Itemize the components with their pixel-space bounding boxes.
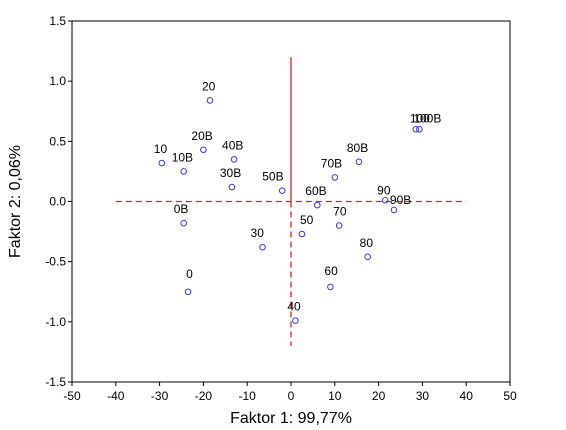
- x-axis-title: Faktor 1: 99,77%: [230, 410, 352, 427]
- x-tick-label: 30: [416, 389, 430, 403]
- data-point: [292, 317, 299, 324]
- point-label: 100B: [413, 111, 441, 125]
- point-label: 60B: [305, 184, 326, 198]
- data-point: [158, 159, 166, 167]
- data-point: [331, 174, 339, 181]
- data-point: [206, 97, 214, 104]
- point-label: 40: [287, 300, 301, 314]
- point-label: 90B: [390, 193, 411, 207]
- data-point: [298, 230, 306, 238]
- data-point: [184, 288, 192, 296]
- x-tick-label: 40: [460, 389, 474, 403]
- point-label: 40B: [222, 138, 243, 152]
- point-label: 10B: [172, 150, 193, 164]
- y-tick-label: 1.0: [49, 74, 66, 88]
- point-label: 30: [251, 226, 265, 240]
- y-axis-title: Faktor 2: 0,06%: [7, 145, 24, 258]
- point-label: 60: [324, 264, 338, 278]
- data-point: [278, 187, 286, 194]
- point-label: 20: [202, 79, 216, 93]
- x-tick-label: -20: [195, 389, 213, 403]
- data-point: [335, 222, 343, 229]
- point-label: 30B: [220, 166, 241, 180]
- point-label: 20B: [191, 129, 212, 143]
- y-tick-label: -1.0: [45, 315, 66, 329]
- y-tick-label: -1.5: [45, 375, 66, 389]
- y-tick-label: 0.0: [49, 195, 66, 209]
- point-label: 70B: [321, 156, 342, 170]
- data-point: [313, 201, 321, 209]
- reference-lines: [115, 57, 467, 346]
- point-labels: 0 0B 10 10B 20 20B 30 30B 40 40B 50 50B 60 60B 70 70B 80…: [154, 79, 442, 313]
- data-point: [228, 183, 236, 191]
- x-tick-label: 0: [288, 389, 295, 403]
- y-tick-label: 1.5: [49, 14, 66, 28]
- y-axis-ticks: 1.5 1.0 0.5 0.0 -0.5 -1.0 -1.5: [45, 14, 72, 389]
- point-label: 50B: [262, 170, 283, 184]
- data-point: [381, 196, 389, 204]
- data-point: [416, 126, 423, 133]
- data-point: [180, 219, 187, 227]
- data-points: [158, 97, 423, 324]
- data-point: [200, 146, 207, 154]
- point-label: 90: [377, 183, 391, 197]
- data-point: [390, 206, 398, 214]
- data-point: [355, 158, 363, 166]
- data-point: [180, 168, 187, 175]
- y-tick-label: 0.5: [49, 134, 66, 148]
- point-label: 0: [186, 267, 193, 281]
- data-point: [230, 156, 238, 163]
- x-tick-label: -30: [151, 389, 169, 403]
- x-tick-label: 20: [372, 389, 386, 403]
- data-point: [364, 253, 371, 261]
- point-label: 80B: [347, 141, 368, 155]
- point-label: 70: [333, 205, 347, 219]
- point-label: 0B: [174, 202, 189, 216]
- data-point: [412, 126, 420, 133]
- x-tick-label: 10: [328, 389, 342, 403]
- x-tick-label: -40: [107, 389, 125, 403]
- data-point: [259, 243, 266, 251]
- x-tick-label: -50: [63, 389, 81, 403]
- data-point: [327, 283, 334, 291]
- y-tick-label: -0.5: [45, 255, 66, 269]
- x-axis-ticks: -50 -40 -30 -20 -10 0 10 20 30 40 50: [63, 382, 517, 403]
- point-label: 50: [300, 213, 314, 227]
- x-tick-label: -10: [239, 389, 257, 403]
- point-label: 10: [154, 142, 168, 156]
- x-tick-label: 50: [503, 389, 517, 403]
- point-label: 100: [410, 111, 430, 125]
- point-label: 80: [360, 236, 374, 250]
